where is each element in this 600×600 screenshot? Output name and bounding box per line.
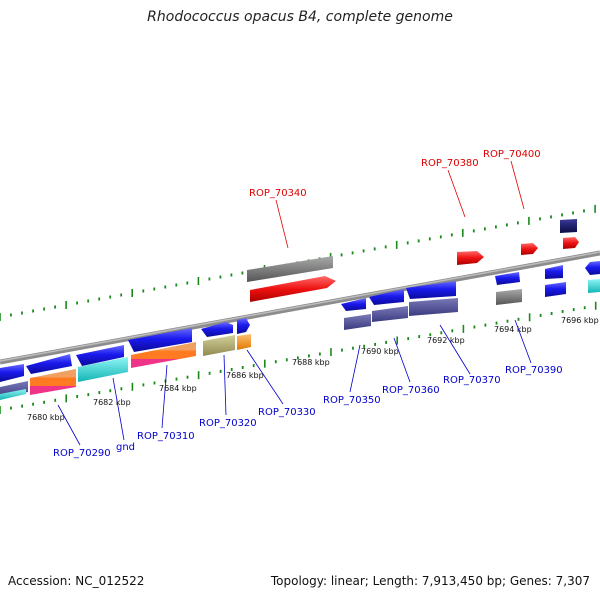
genome-backbone	[0, 250, 600, 365]
genome-summary: Topology: linear; Length: 7,913,450 bp; …	[270, 574, 590, 588]
gene-label-gnd[interactable]: gnd	[116, 442, 135, 453]
genome-backbone-highlight	[0, 251, 600, 362]
position-label-7696: 7696 kbp	[561, 316, 599, 325]
leader-rop70290	[57, 404, 81, 446]
gene-purple-mid-3[interactable]	[409, 298, 458, 316]
gene-label-rop70310[interactable]: ROP_70310	[137, 431, 195, 442]
gene-label-rop70380[interactable]: ROP_70380	[421, 158, 479, 169]
gene-rop70400[interactable]	[521, 243, 538, 255]
gene-rop70310[interactable]	[128, 328, 192, 352]
gene-rop70360[interactable]	[369, 289, 404, 305]
gene-stripe-1[interactable]	[30, 369, 76, 395]
gene-stripe-2[interactable]	[131, 342, 196, 368]
gene-gnd[interactable]	[76, 345, 124, 366]
leader-rop70370	[439, 324, 471, 375]
gene-label-rop70290[interactable]: ROP_70290	[53, 448, 111, 459]
position-label-7690: 7690 kbp	[361, 347, 399, 356]
position-label-7682: 7682 kbp	[93, 398, 131, 407]
position-label-7686: 7686 kbp	[226, 371, 264, 380]
gene-purple-mid-1[interactable]	[344, 314, 371, 330]
gene-red-small[interactable]	[563, 237, 579, 249]
position-label-7680: 7680 kbp	[27, 413, 65, 422]
gene-rop70370[interactable]	[406, 281, 456, 299]
gene-rop70340-grey[interactable]	[247, 256, 333, 282]
gene-rop70350[interactable]	[341, 298, 366, 311]
gene-navy-top[interactable]	[560, 219, 577, 233]
gene-blue-right-edge[interactable]	[585, 261, 600, 275]
gene-label-rop70340[interactable]: ROP_70340	[249, 188, 307, 199]
leader-rop70390	[514, 319, 532, 364]
gene-blue-right-1[interactable]	[545, 265, 563, 279]
gene-label-rop70350[interactable]: ROP_70350	[323, 395, 381, 406]
leader-rop70360	[393, 337, 411, 383]
gene-blue-leftmost[interactable]	[0, 364, 24, 382]
gene-rop70320[interactable]	[201, 322, 233, 337]
gene-rop70380[interactable]	[457, 251, 484, 265]
gene-olive[interactable]	[203, 335, 235, 356]
gene-cyan-leftmost[interactable]	[0, 389, 26, 400]
leader-rop70380	[447, 169, 466, 218]
upper-tick-ruler	[0, 204, 596, 321]
figure-title: Rhodococcus opacus B4, complete genome	[147, 9, 453, 25]
gene-cyan-1[interactable]	[78, 357, 128, 382]
gene-purple-mid-2[interactable]	[372, 306, 408, 322]
gene-cyan-right[interactable]	[588, 279, 600, 293]
position-label-7688: 7688 kbp	[292, 358, 330, 367]
gene-rop70390[interactable]	[495, 272, 520, 285]
gene-rop70330[interactable]	[237, 318, 250, 334]
gene-label-rop70390[interactable]: ROP_70390	[505, 365, 563, 376]
lower-tick-ruler	[0, 301, 597, 414]
leader-rop70330	[246, 349, 284, 405]
gene-orange[interactable]	[237, 334, 251, 350]
gene-label-rop70400[interactable]: ROP_70400	[483, 149, 541, 160]
position-label-7684: 7684 kbp	[159, 384, 197, 393]
position-label-7692: 7692 kbp	[427, 336, 465, 345]
position-label-7694: 7694 kbp	[494, 325, 532, 334]
gene-label-rop70360[interactable]: ROP_70360	[382, 385, 440, 396]
leader-rop70310	[161, 364, 168, 429]
gene-label-rop70370[interactable]: ROP_70370	[443, 375, 501, 386]
leader-gnd	[112, 377, 125, 441]
gene-blue-right-2[interactable]	[545, 282, 566, 297]
leader-rop70320	[223, 354, 227, 416]
gene-label-rop70330[interactable]: ROP_70330	[258, 407, 316, 418]
accession-label: Accession: NC_012522	[8, 574, 145, 588]
leader-rop70340	[275, 199, 289, 249]
gene-label-rop70320[interactable]: ROP_70320	[199, 418, 257, 429]
gene-rop70340-red[interactable]	[250, 276, 336, 302]
gene-grey-rop70390[interactable]	[496, 289, 522, 305]
leader-rop70400	[510, 160, 525, 210]
leader-rop70350	[349, 344, 361, 393]
gene-rop70290[interactable]	[26, 354, 72, 374]
